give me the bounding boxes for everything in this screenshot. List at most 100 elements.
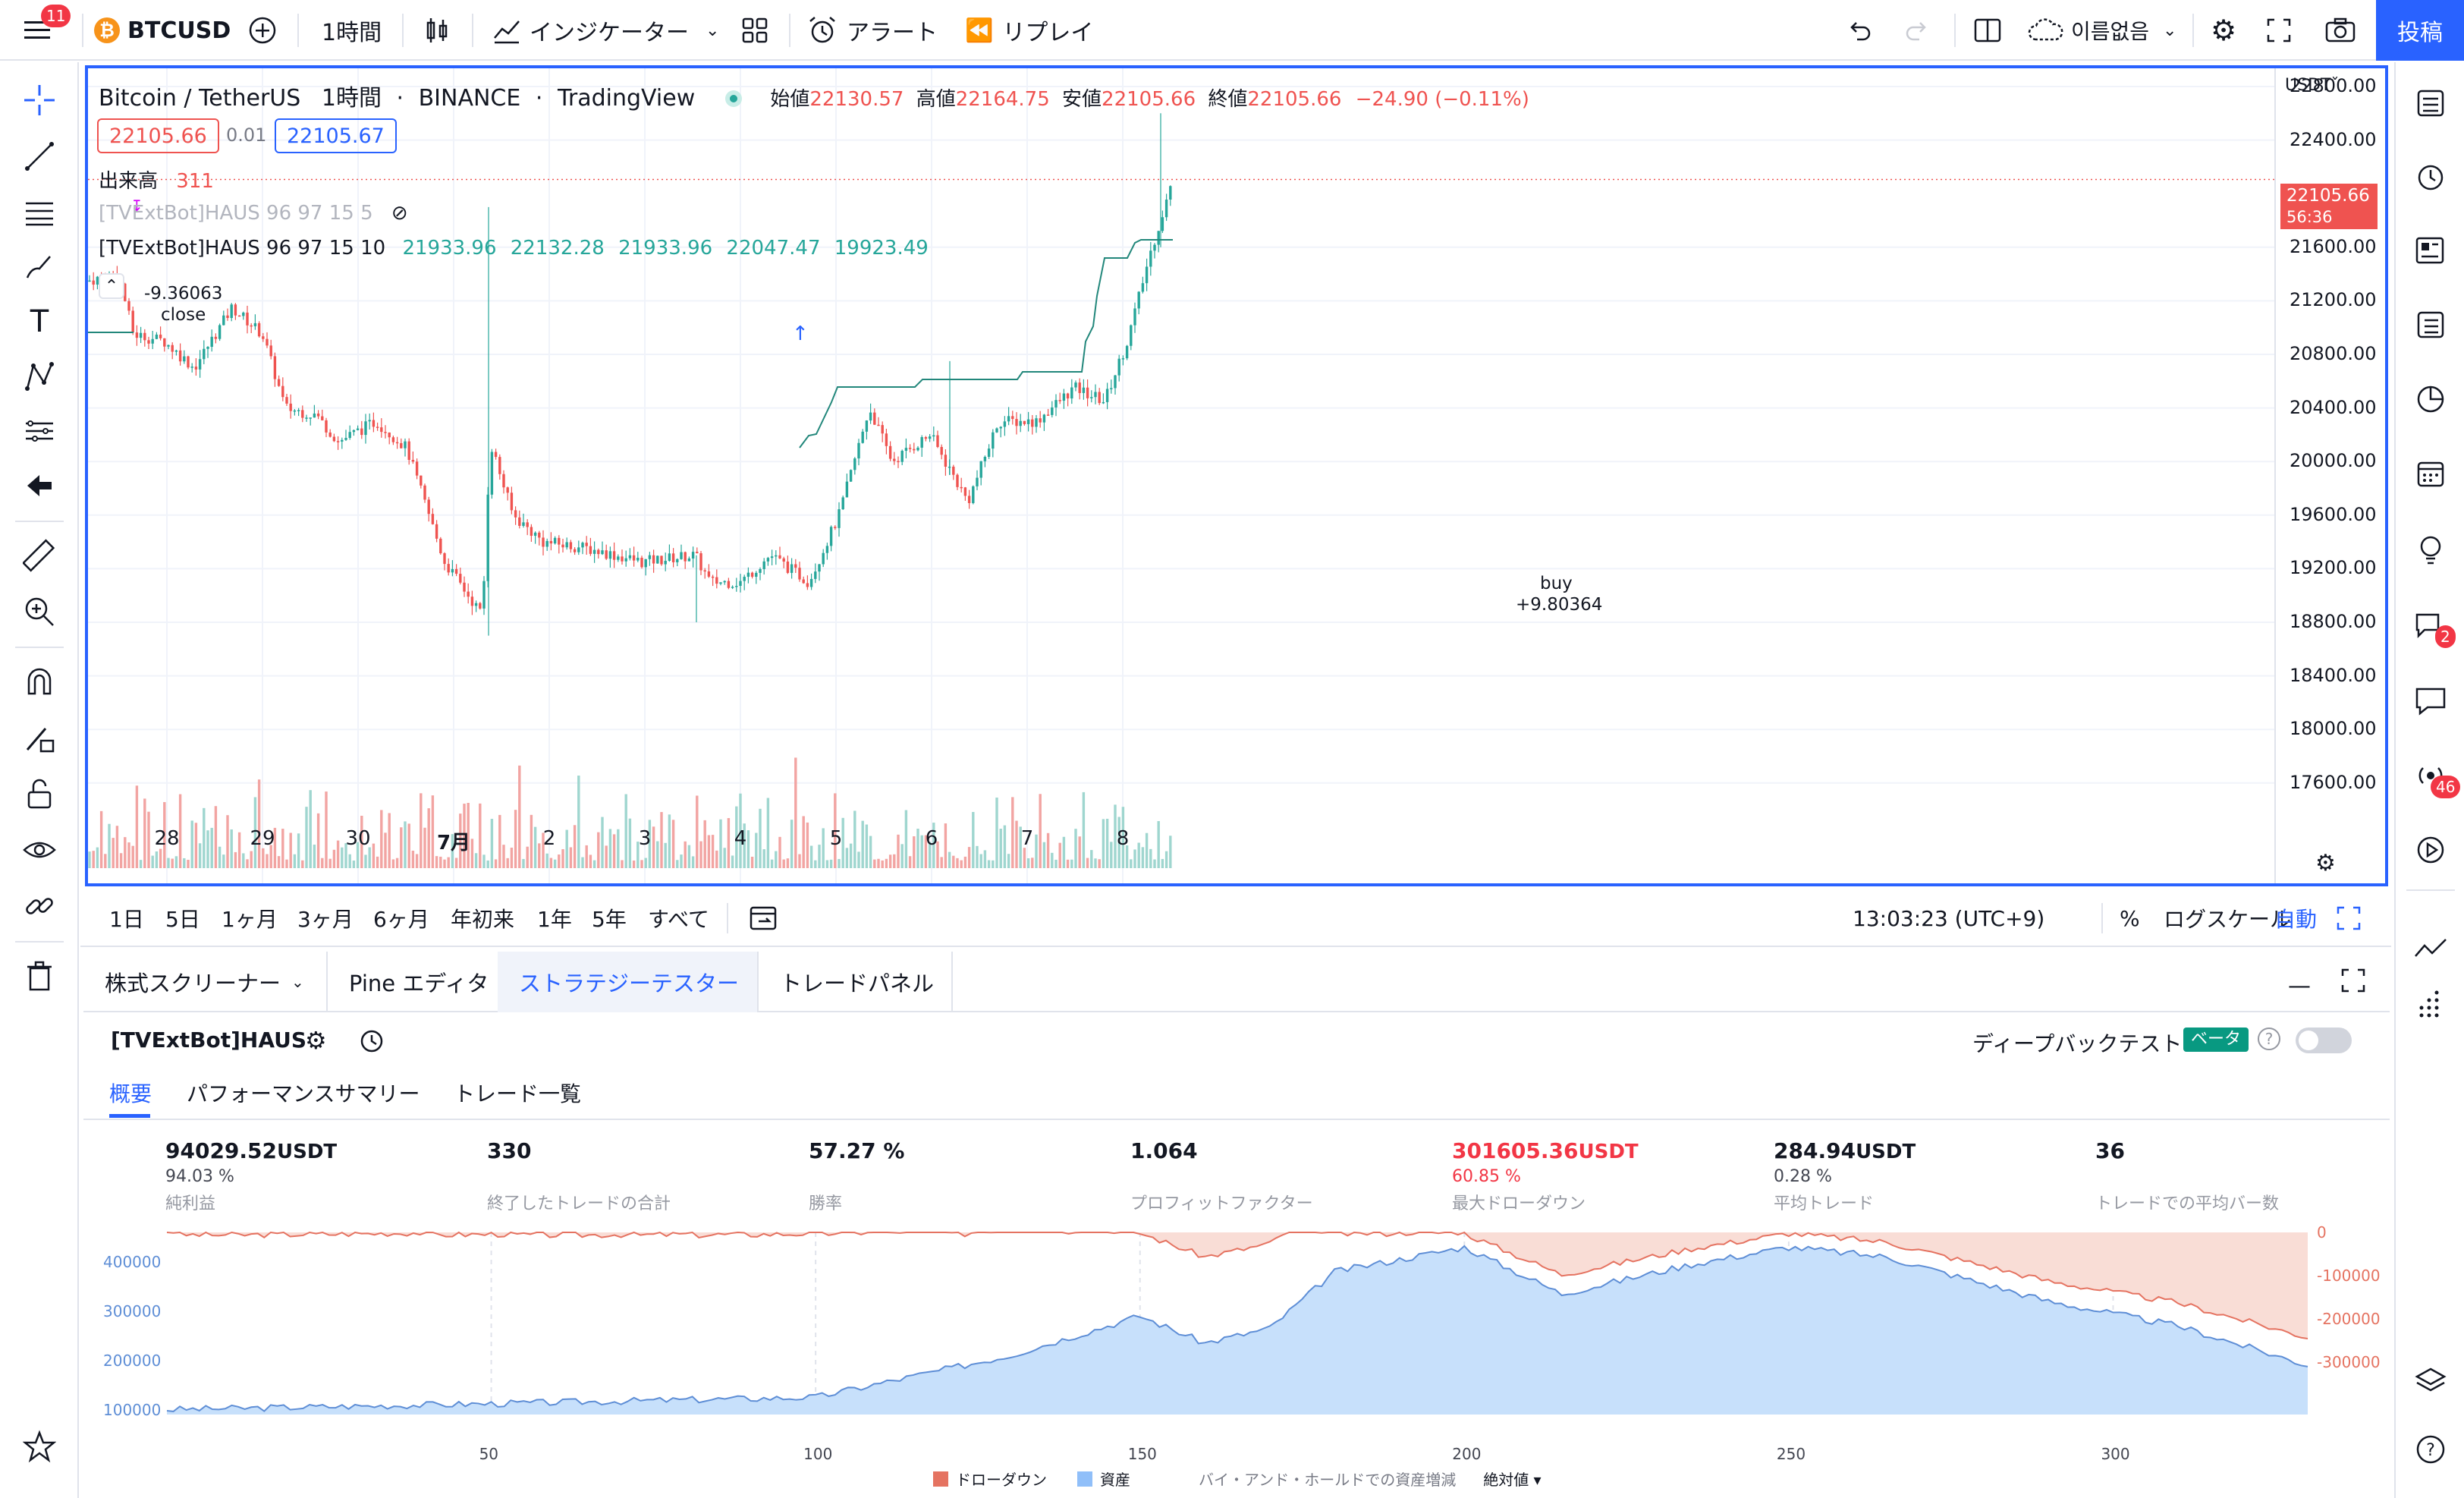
dom-button[interactable] <box>2408 980 2453 1026</box>
range-3m[interactable]: 3ヶ月 <box>297 907 354 932</box>
menu-button[interactable] <box>23 0 53 61</box>
ruler-tool[interactable] <box>17 533 62 578</box>
tab-trading-panel[interactable]: トレードパネル <box>759 952 953 1012</box>
tab-screener[interactable]: 株式スクリーナー ⌄ <box>83 952 328 1012</box>
alert-button[interactable]: アラート <box>807 0 938 61</box>
range-6m[interactable]: 6ヶ月 <box>373 907 429 932</box>
indicator-legend[interactable]: [TVExtBot]HAUS 96 97 15 10 21933.96 2213… <box>99 237 929 260</box>
equity-drawdown-chart[interactable] <box>83 1217 2390 1445</box>
mode-select[interactable]: 絶対値 ▾ <box>1483 1471 1542 1489</box>
symbol-legend[interactable]: Bitcoin / TetherUS 1時間 · BINANCE · Tradi… <box>99 85 1529 112</box>
chart-settings-button[interactable]: ⚙ <box>2315 850 2336 876</box>
layout-select-button[interactable] <box>1972 0 2003 61</box>
tab-pine-editor[interactable]: Pine エディタ <box>328 952 581 1012</box>
unlock-tool[interactable] <box>17 771 62 817</box>
calendar-button[interactable] <box>2408 376 2453 422</box>
minimize-panel-button[interactable]: — <box>2288 973 2311 999</box>
legend-drawdown[interactable]: ドローダウン <box>956 1471 1047 1489</box>
volume-legend[interactable]: 出来高 311 <box>99 170 214 193</box>
goto-date-button[interactable] <box>748 889 778 947</box>
fit-button[interactable] <box>2335 889 2362 947</box>
currency-select[interactable]: USDTˇ <box>2285 76 2340 95</box>
fullscreen-button[interactable] <box>2265 0 2293 61</box>
help-icon[interactable]: ? <box>2258 1028 2280 1050</box>
help-button[interactable]: ? <box>2408 1427 2453 1472</box>
range-ytd[interactable]: 年初来 <box>451 907 515 932</box>
collapse-legend-button[interactable]: ⌃ <box>99 273 124 299</box>
indicators-button[interactable]: インジケーター ⌄ <box>492 0 719 61</box>
layers-button[interactable] <box>2408 1358 2453 1404</box>
candle-body <box>1121 358 1125 360</box>
price-axis[interactable] <box>2274 68 2385 883</box>
datawindow-button[interactable] <box>2408 302 2453 348</box>
layout-name-button[interactable]: 이름없음 ⌄ <box>2027 0 2176 61</box>
trendline-tool[interactable] <box>17 134 62 179</box>
candle-body <box>1153 244 1156 251</box>
brush-icon <box>26 256 51 279</box>
pattern-tool[interactable] <box>17 354 62 399</box>
compare-add-button[interactable] <box>247 0 278 61</box>
settings-button[interactable]: ⚙ <box>2211 0 2236 61</box>
watchlist-button[interactable] <box>2408 80 2453 126</box>
chart-type-button[interactable] <box>422 0 452 61</box>
candle-body <box>514 510 517 518</box>
candle-body <box>814 571 817 579</box>
volume-bar <box>1015 820 1018 868</box>
live-button[interactable] <box>2408 827 2453 873</box>
chart-pane[interactable]: ↧ ↑ Bitcoin / TetherUS 1時間 · BINANCE · Tr… <box>85 65 2388 886</box>
favorites-tool[interactable] <box>17 1424 62 1469</box>
range-1y[interactable]: 1年 <box>537 907 572 932</box>
strategy-alert-button[interactable] <box>357 1024 387 1058</box>
publish-button[interactable]: 投稿 <box>2376 0 2464 61</box>
symbol-search-button[interactable]: ₿ BTCUSD <box>94 0 231 61</box>
ideas-button[interactable] <box>2408 527 2453 572</box>
indicator-legend-hidden[interactable]: [TVExtBot]HAUS 96 97 15 5 ⊘ <box>99 202 408 225</box>
trend-button[interactable] <box>2408 927 2453 973</box>
subtab-trades[interactable]: トレード一覧 <box>454 1081 582 1106</box>
range-1m[interactable]: 1ヶ月 <box>222 907 278 932</box>
snapshot-button[interactable] <box>2324 0 2356 61</box>
maximize-panel-button[interactable] <box>2340 967 2367 997</box>
redo-button[interactable] <box>1904 0 1931 61</box>
range-all[interactable]: すべて <box>648 907 709 932</box>
candlestick-chart[interactable]: ↧↑ <box>88 68 2385 883</box>
chats-button[interactable] <box>2408 603 2453 648</box>
text-tool[interactable]: T <box>17 299 62 345</box>
sell-button[interactable]: 22105.66 <box>97 118 219 153</box>
lock-drawings-tool[interactable] <box>17 715 62 760</box>
brush-tool[interactable] <box>17 244 62 290</box>
subtab-overview[interactable]: 概要 <box>109 1081 152 1106</box>
events-button[interactable] <box>2408 451 2453 496</box>
legend-equity[interactable]: 資産 <box>1100 1471 1130 1489</box>
visibility-tool[interactable] <box>17 827 62 873</box>
replay-button[interactable]: ⏪ リプレイ <box>965 17 1094 47</box>
prediction-tool[interactable] <box>17 408 62 454</box>
alerts-button[interactable] <box>2408 153 2453 199</box>
strategy-settings-button[interactable]: ⚙ <box>305 1026 327 1055</box>
crosshair-tool[interactable] <box>17 77 62 123</box>
templates-button[interactable] <box>740 0 769 61</box>
deep-backtest-toggle[interactable] <box>2296 1028 2352 1053</box>
delete-tool[interactable] <box>17 953 62 999</box>
percent-scale-button[interactable]: % <box>2120 905 2140 931</box>
undo-button[interactable] <box>1845 0 1872 61</box>
fib-tool[interactable] <box>17 190 62 235</box>
interval-button[interactable]: 1時間 <box>322 20 382 46</box>
legend-buyhold[interactable]: バイ・アンド・ホールドでの資産増減 <box>1199 1471 1457 1489</box>
link-tool[interactable] <box>17 883 62 929</box>
range-5d[interactable]: 5日 <box>165 907 200 932</box>
range-1d[interactable]: 1日 <box>109 907 144 932</box>
log-scale-button[interactable]: ログスケール <box>2164 907 2292 932</box>
tab-strategy-tester[interactable]: ストラテジーテスター <box>498 952 759 1012</box>
messages-button[interactable] <box>2408 678 2453 724</box>
buy-button[interactable]: 22105.67 <box>275 118 397 153</box>
news-button[interactable] <box>2408 228 2453 273</box>
magnet-tool[interactable] <box>17 659 62 704</box>
candle-body <box>1031 419 1034 427</box>
auto-scale-button[interactable]: 自動 <box>2274 907 2318 932</box>
range-5y[interactable]: 5年 <box>592 907 627 932</box>
subtab-performance[interactable]: パフォーマンスサマリー <box>187 1081 420 1106</box>
back-arrow-tool[interactable] <box>17 463 62 508</box>
timezone-button[interactable]: 13:03:23 (UTC+9) <box>1853 905 2045 931</box>
zoom-tool[interactable] <box>17 589 62 634</box>
